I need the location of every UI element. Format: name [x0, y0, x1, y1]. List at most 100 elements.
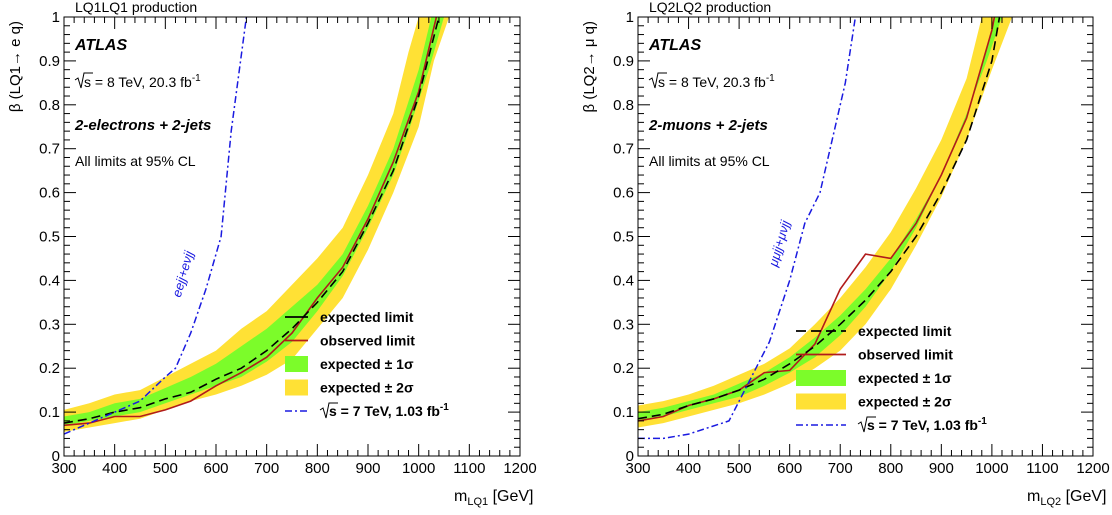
cl-label: All limits at 95% CL [75, 153, 196, 169]
x-tick-label: 600 [777, 460, 802, 477]
y-tick-label: 0.4 [613, 272, 634, 289]
y-tick-label: 0.1 [613, 404, 634, 421]
y-tick-label: 0.5 [39, 229, 60, 246]
legend-label-s2: expected ± 2σ [858, 394, 952, 410]
y-tick-label: 0.2 [613, 360, 634, 377]
y-tick-label: 0.5 [613, 229, 634, 246]
y-tick-label: 0.9 [39, 53, 60, 70]
y-tick-label: 0 [52, 448, 60, 465]
x-axis-label-unit: [GeV] [488, 488, 533, 505]
x-tick-label: 800 [878, 460, 903, 477]
previous-result-label: eejj+eνjj [169, 248, 197, 299]
channel-label: 2-electrons + 2-jets [74, 117, 211, 134]
x-tick-label: 1200 [503, 460, 536, 477]
previous-result-label: μμjj+μνjj [765, 218, 793, 269]
y-tick-label: 0.1 [39, 404, 60, 421]
energy-sup: -1 [766, 73, 775, 84]
x-axis-label-unit: [GeV] [1061, 488, 1106, 505]
x-tick-label: 1000 [975, 460, 1008, 477]
previous-limit-line [638, 17, 857, 440]
legend-label-observed: observed limit [320, 333, 415, 349]
cl-label: All limits at 95% CL [649, 153, 770, 169]
band-1sigma [64, 17, 444, 426]
band-1sigma [638, 17, 1002, 421]
x-tick-label: 400 [102, 460, 127, 477]
legend-label-previous: s = 7 TeV, 1.03 fb-1 [867, 416, 987, 433]
x-axis-label-main: m [454, 488, 467, 505]
x-tick-label: 500 [727, 460, 752, 477]
x-axis-label-sub: LQ1 [467, 496, 488, 508]
legend-swatch-1sigma [796, 370, 846, 386]
y-tick-label: 0.8 [39, 97, 60, 114]
y-tick-label: 0.4 [39, 272, 60, 289]
chart-panel-2: 300 400 500 600 700 800 900 1000 1100 1200 0 0.1 0.2… [581, 0, 1110, 508]
x-tick-label: 300 [51, 460, 76, 477]
y-tick-label: 0.3 [39, 316, 60, 333]
x-axis-label-main: m [1027, 488, 1040, 505]
legend-swatch-1sigma [285, 356, 308, 372]
previous-limit-line [64, 17, 248, 435]
x-tick-label: 700 [254, 460, 279, 477]
energy-prefix: s [658, 74, 665, 90]
x-tick-label: 600 [203, 460, 228, 477]
x-tick-label: 1100 [1026, 460, 1058, 477]
legend-label-s2: expected ± 2σ [320, 380, 414, 396]
y-tick-label: 0.3 [613, 316, 634, 333]
chart-panel-1: 300 400 500 600 700 800 900 1000 1100 1200 0 0.1 0.2… [7, 0, 537, 508]
expected-limit-line [638, 17, 1001, 420]
legend-prev-text: = 7 TeV, 1.03 fb [875, 417, 978, 433]
x-axis-label: mLQ2 [GeV] [1027, 488, 1106, 508]
legend-label-observed: observed limit [858, 347, 953, 363]
atlas-label: ATLAS [648, 37, 701, 54]
x-tick-label: 800 [305, 460, 330, 477]
legend-prev-prefix: s [329, 403, 337, 419]
energy-text: = 8 TeV, 20.3 fb [665, 74, 766, 90]
x-tick-label: 900 [355, 460, 380, 477]
x-tick-label: 700 [828, 460, 853, 477]
legend-prev-sup: -1 [440, 402, 449, 413]
sqrt-icon [74, 72, 93, 89]
energy-label: s = 8 TeV, 20.3 fb-1 [658, 73, 775, 90]
x-axis-label-sub: LQ2 [1040, 496, 1061, 508]
y-tick-label: 0.2 [39, 360, 60, 377]
x-tick-label: 900 [929, 460, 954, 477]
expected-limit-line [64, 17, 440, 424]
y-axis-label: β (LQ1→ e q) [7, 21, 24, 112]
energy-label: s = 8 TeV, 20.3 fb-1 [84, 73, 201, 90]
y-tick-label: 0.6 [613, 185, 634, 202]
x-tick-label: 1100 [453, 460, 485, 477]
legend-label-s1: expected ± 1σ [320, 356, 414, 372]
energy-text: = 8 TeV, 20.3 fb [91, 74, 192, 90]
y-tick-label: 0.7 [39, 141, 60, 158]
sqrt-icon [648, 72, 667, 89]
y-tick-label: 0.7 [613, 141, 634, 158]
plot-area [638, 17, 1013, 440]
y-tick-label: 0.6 [39, 185, 60, 202]
y-tick-label: 1 [52, 9, 60, 26]
y-tick-label: 0.8 [613, 97, 634, 114]
y-tick-label: 1 [626, 9, 634, 26]
legend-prev-sup: -1 [978, 416, 987, 427]
legend-swatch-2sigma [796, 393, 846, 410]
channel-label: 2-muons + 2-jets [648, 117, 768, 134]
x-tick-label: 400 [676, 460, 701, 477]
x-axis-label: mLQ1 [GeV] [454, 488, 533, 508]
x-tick-label: 500 [153, 460, 178, 477]
y-tick-label: 0 [626, 448, 634, 465]
observed-limit-line [638, 17, 996, 422]
legend-label-s1: expected ± 1σ [858, 370, 952, 386]
legend-label-expected: expected limit [320, 309, 414, 325]
legend-label-expected: expected limit [858, 323, 952, 339]
legend-sqrt-icon [319, 402, 338, 419]
x-tick-label: 1000 [402, 460, 435, 477]
chart-title: LQ1LQ1 production [75, 0, 197, 15]
observed-limit-line [64, 17, 438, 427]
legend-swatch-2sigma [285, 379, 308, 396]
legend-label-previous: s = 7 TeV, 1.03 fb-1 [329, 402, 449, 419]
y-axis-label: β (LQ2→ μ q) [581, 21, 598, 112]
legend-sqrt-icon [857, 416, 876, 433]
energy-prefix: s [84, 74, 91, 90]
x-tick-label: 1200 [1076, 460, 1109, 477]
energy-sup: -1 [192, 73, 201, 84]
